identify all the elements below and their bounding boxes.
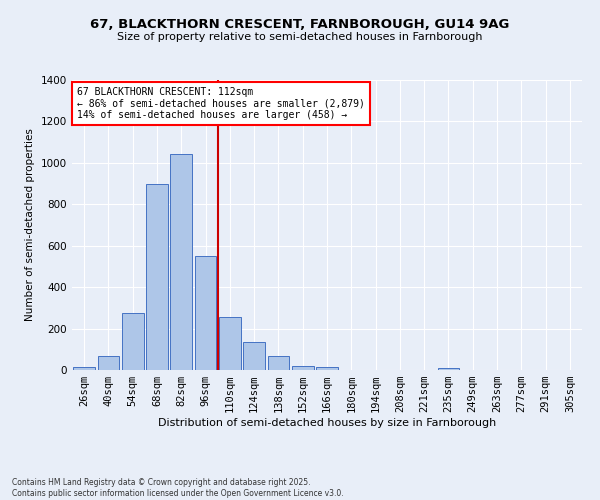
Bar <box>219 317 241 370</box>
Bar <box>170 154 192 370</box>
Bar <box>73 367 95 370</box>
Bar <box>194 256 217 370</box>
Text: 67, BLACKTHORN CRESCENT, FARNBOROUGH, GU14 9AG: 67, BLACKTHORN CRESCENT, FARNBOROUGH, GU… <box>91 18 509 30</box>
Bar <box>316 367 338 370</box>
Bar <box>437 368 460 370</box>
Bar <box>146 184 168 370</box>
Bar <box>97 356 119 370</box>
Bar <box>243 342 265 370</box>
Bar <box>292 366 314 370</box>
Text: Contains HM Land Registry data © Crown copyright and database right 2025.
Contai: Contains HM Land Registry data © Crown c… <box>12 478 344 498</box>
Text: Size of property relative to semi-detached houses in Farnborough: Size of property relative to semi-detach… <box>117 32 483 42</box>
Bar <box>122 313 143 370</box>
Bar <box>268 356 289 370</box>
Text: 67 BLACKTHORN CRESCENT: 112sqm
← 86% of semi-detached houses are smaller (2,879): 67 BLACKTHORN CRESCENT: 112sqm ← 86% of … <box>77 87 365 120</box>
Y-axis label: Number of semi-detached properties: Number of semi-detached properties <box>25 128 35 322</box>
X-axis label: Distribution of semi-detached houses by size in Farnborough: Distribution of semi-detached houses by … <box>158 418 496 428</box>
